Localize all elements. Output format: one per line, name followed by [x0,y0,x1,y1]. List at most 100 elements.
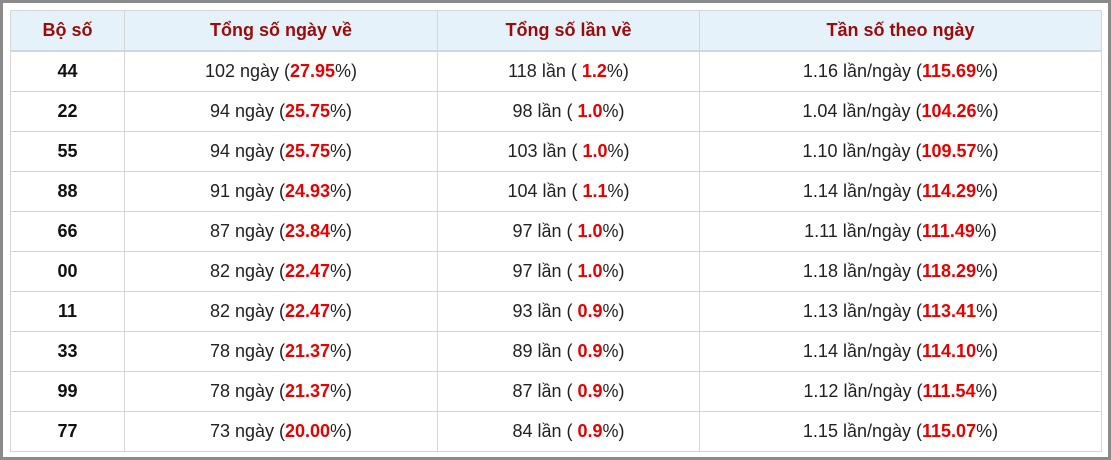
cell-text: 1.11 lần/ngày ( [804,221,922,241]
freq-cell: 1.15 lần/ngày (115.07%) [699,411,1102,452]
cell-text: %) [330,141,353,161]
cell-text: 94 ngày ( [209,141,285,161]
days-cell: 73 ngày (20.00%) [124,411,438,452]
highlight-value: 21.37 [285,381,331,401]
cell-text: 1.04 lần/ngày ( [802,101,922,121]
cell-text: %) [330,101,353,121]
cell-text: 82 ngày ( [209,301,285,321]
cell-text: 94 ngày ( [209,101,285,121]
cell-text: 1.15 lần/ngày ( [802,421,923,441]
stats-table: Bộ số Tổng số ngày về Tổng số lần về Tần… [10,10,1102,452]
number-cell: 44 [10,50,125,92]
cell-text: %) [975,381,998,401]
cell-text: %) [330,301,353,321]
cell-text: %) [976,301,999,321]
cell-text: %) [602,101,625,121]
cell-text: %) [976,101,999,121]
cell-text: 78 ngày ( [209,341,285,361]
cell-text: 1.14 lần/ngày ( [802,341,923,361]
highlight-value: 0.9 [577,341,603,361]
table-row: 88 91 ngày (24.93%) 104 lần ( 1.1%) 1.14 lầ… [10,171,1102,212]
cell-text: %) [330,261,353,281]
freq-cell: 1.04 lần/ngày (104.26%) [699,91,1102,132]
cell-text: %) [976,261,999,281]
cell-text: %) [602,341,625,361]
cell-text: %) [602,421,625,441]
header-cell: Tổng số lần về [437,10,700,52]
times-cell: 97 lần ( 1.0%) [437,251,700,292]
days-cell: 87 ngày (23.84%) [124,211,438,252]
highlight-value: 109.57 [921,141,977,161]
table-row: 44 102 ngày (27.95%) 118 lần ( 1.2%) 1.16 l… [10,50,1102,92]
highlight-value: 115.69 [922,61,977,81]
number-cell: 00 [10,251,125,292]
cell-text: 87 ngày ( [209,221,285,241]
cell-text: 1.16 lần/ngày ( [802,61,923,81]
cell-text: 1.13 lần/ngày ( [802,301,923,321]
table-body: 44 102 ngày (27.95%) 118 lần ( 1.2%) 1.16 l… [10,50,1102,452]
cell-text: 98 lần ( [512,101,578,121]
number-cell: 77 [10,411,125,452]
highlight-value: 104.26 [921,101,977,121]
cell-text: %) [330,421,353,441]
table-row: 22 94 ngày (25.75%) 98 lần ( 1.0%) 1.04 lần… [10,91,1102,132]
freq-cell: 1.10 lần/ngày (109.57%) [699,131,1102,172]
days-cell: 91 ngày (24.93%) [124,171,438,212]
times-cell: 93 lần ( 0.9%) [437,291,700,332]
number-cell: 33 [10,331,125,372]
cell-text: %) [330,381,353,401]
cell-text: %) [602,261,625,281]
highlight-value: 25.75 [285,141,331,161]
highlight-value: 25.75 [285,101,331,121]
number-cell: 88 [10,171,125,212]
cell-text: 1.18 lần/ngày ( [802,261,923,281]
cell-text: %) [607,181,630,201]
header-cell: Bộ số [10,10,125,52]
header-cell: Tần số theo ngày [699,10,1102,52]
highlight-value: 22.47 [285,261,331,281]
table-row: 11 82 ngày (22.47%) 93 lần ( 0.9%) 1.13 lần… [10,291,1102,332]
cell-text: 84 lần ( [512,421,578,441]
cell-text: %) [602,221,625,241]
highlight-value: 1.1 [582,181,608,201]
days-cell: 94 ngày (25.75%) [124,91,438,132]
cell-text: 104 lần ( [507,181,583,201]
highlight-value: 113.41 [922,301,977,321]
number-cell: 99 [10,371,125,412]
highlight-value: 0.9 [577,421,603,441]
cell-text: 87 lần ( [512,381,578,401]
cell-text: 93 lần ( [512,301,578,321]
table-row: 99 78 ngày (21.37%) 87 lần ( 0.9%) 1.12 lần… [10,371,1102,412]
table-row: 66 87 ngày (23.84%) 97 lần ( 1.0%) 1.11 lần… [10,211,1102,252]
highlight-value: 23.84 [285,221,331,241]
cell-text: 97 lần ( [512,261,578,281]
cell-text: 1.14 lần/ngày ( [802,181,923,201]
cell-text: %) [976,61,999,81]
table-row: 77 73 ngày (20.00%) 84 lần ( 0.9%) 1.15 lần… [10,411,1102,452]
highlight-value: 1.0 [577,261,603,281]
highlight-value: 114.10 [922,341,977,361]
times-cell: 98 lần ( 1.0%) [437,91,700,132]
times-cell: 103 lần ( 1.0%) [437,131,700,172]
highlight-value: 0.9 [577,381,603,401]
cell-text: %) [330,221,353,241]
cell-text: 118 lần ( [508,61,582,81]
highlight-value: 22.47 [285,301,331,321]
cell-text: %) [606,61,629,81]
freq-cell: 1.12 lần/ngày (111.54%) [699,371,1102,412]
freq-cell: 1.11 lần/ngày (111.49%) [699,211,1102,252]
times-cell: 97 lần ( 1.0%) [437,211,700,252]
highlight-value: 24.93 [285,181,331,201]
highlight-value: 115.07 [922,421,977,441]
cell-text: 1.12 lần/ngày ( [803,381,923,401]
freq-cell: 1.16 lần/ngày (115.69%) [699,50,1102,92]
times-cell: 104 lần ( 1.1%) [437,171,700,212]
days-cell: 94 ngày (25.75%) [124,131,438,172]
table-row: 55 94 ngày (25.75%) 103 lần ( 1.0%) 1.10 lầ… [10,131,1102,172]
highlight-value: 27.95 [290,61,336,81]
number-cell: 66 [10,211,125,252]
days-cell: 82 ngày (22.47%) [124,251,438,292]
cell-text: 78 ngày ( [209,381,285,401]
freq-cell: 1.14 lần/ngày (114.10%) [699,331,1102,372]
